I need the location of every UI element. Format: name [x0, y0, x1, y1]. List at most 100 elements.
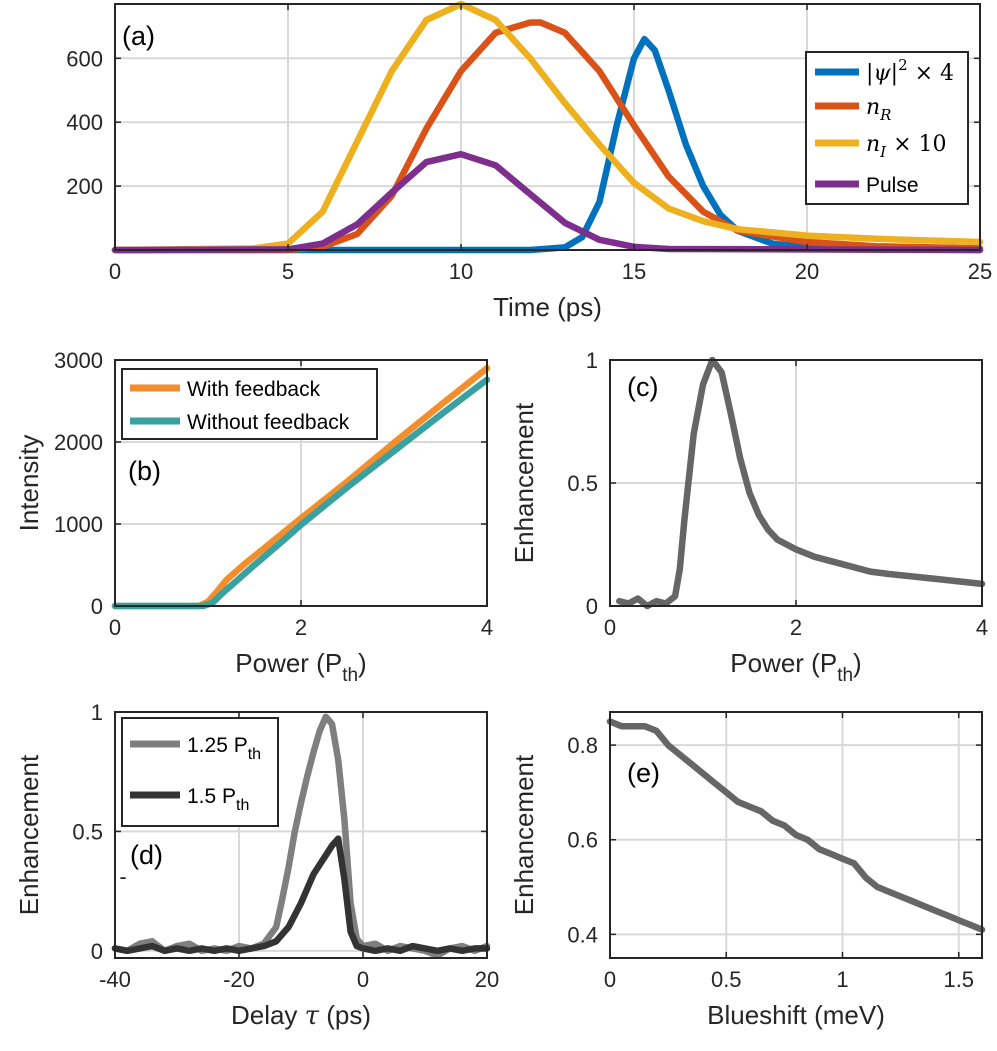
y-tick-label: 1 [586, 348, 598, 373]
x-axis-label-tail: (ps) [319, 1000, 371, 1030]
x-tick-label: 1.5 [943, 967, 974, 992]
series-line-0 [606, 718, 986, 933]
x-axis-label-sub: th [837, 665, 853, 686]
x-tick-label: 25 [968, 259, 992, 284]
legend-label-tail: × 10 [886, 132, 946, 157]
y-tick-label: 0.5 [567, 471, 598, 496]
panel-e: 0 0.5 1 1.5 0.4 0.6 0.8 Blueshift (meV) Enhancem… [509, 711, 986, 1030]
legend-label: 1.5 Pth [187, 785, 249, 814]
legend-label: 1.25 Pth [187, 734, 261, 763]
x-tick-label: 20 [475, 967, 499, 992]
legend-label: nR [866, 95, 891, 124]
legend-box [121, 717, 279, 827]
y-tick-label: 0 [91, 594, 103, 619]
axes-frame [114, 711, 488, 959]
panel-b: 0 2 4 0 1000 2000 3000 Power (Pth) Intensity (b) [14, 348, 493, 686]
panel-c: 0 2 4 0 0.5 1 Power (Pth) Enhancement (c) [509, 348, 988, 686]
y-axis-label: Enhancement [509, 754, 539, 915]
y-axis-label: Enhancement [14, 754, 44, 915]
x-tick-label: 0.5 [711, 967, 742, 992]
x-tick-label: 2 [790, 615, 802, 640]
x-axis-label-text: Power (P [235, 648, 342, 678]
legend-label-tail: × 4 [908, 61, 954, 86]
legend-label: Pulse [866, 174, 919, 197]
y-tick-label: 0.4 [567, 922, 598, 947]
legend-label-sub: R [879, 106, 891, 124]
y-axis-label: Enhancement [509, 402, 539, 563]
series-line-1 [111, 376, 491, 610]
x-tick-label: 0 [604, 967, 616, 992]
x-axis-label-text: Power (P [730, 648, 837, 678]
y-tick-label: 0 [91, 939, 103, 964]
legend-label: With feedback [187, 378, 321, 401]
x-axis-label: Power (Pth) [235, 648, 366, 686]
legend-label: Without feedback [187, 411, 350, 434]
x-tick-label: 20 [795, 259, 819, 284]
legend-label-sub: th [236, 797, 249, 814]
legend-label-main: n [866, 95, 880, 120]
y-tick-label: 400 [66, 110, 103, 135]
x-tick-label: -40 [99, 967, 131, 992]
x-tick-label: 10 [449, 259, 473, 284]
annotation: - [119, 864, 126, 889]
x-axis-label-sub: th [342, 665, 358, 686]
x-axis-label-text: Blueshift (meV) [707, 1000, 885, 1030]
panel-label: (c) [627, 372, 658, 402]
legend-label-main: 1.25 P [187, 734, 248, 757]
axes-frame [114, 3, 981, 251]
axes-frame [609, 711, 983, 959]
x-axis-label: Time (ps) [493, 292, 602, 322]
panel-label: (d) [130, 840, 163, 870]
y-tick-label: 0.8 [567, 733, 598, 758]
panel-label: (a) [122, 21, 155, 51]
y-tick-label: 2000 [54, 430, 103, 455]
x-axis-label-text: Delay [231, 1000, 305, 1030]
legend-label-main: |ψ| [866, 61, 898, 86]
y-tick-label: 3000 [54, 348, 103, 373]
legend-label: nI × 10 [866, 132, 947, 161]
x-axis-label: Blueshift (meV) [707, 1000, 885, 1030]
legend-b: With feedback Without feedback [121, 368, 378, 440]
y-tick-label: 600 [66, 46, 103, 71]
panel-a: 0 5 10 15 20 25 200 400 600 Time (ps) (a) [66, 0, 992, 322]
x-axis-label-text: Time (ps) [493, 292, 602, 322]
series-line-0 [616, 356, 986, 610]
legend-label-main: n [866, 132, 880, 157]
legend-label-sup: 2 [898, 56, 908, 74]
series-line-0 [111, 35, 984, 254]
panel-d: -40 -20 0 20 0 0.5 1 Delay τ (ps) Enhancement (d)… [14, 700, 499, 1031]
x-tick-label: 1 [836, 967, 848, 992]
x-tick-label: 4 [481, 615, 493, 640]
x-tick-label: 2 [295, 615, 307, 640]
x-tick-label: 15 [622, 259, 646, 284]
legend-label-sub: I [879, 143, 887, 161]
y-tick-label: 200 [66, 174, 103, 199]
x-axis-label: Power (Pth) [730, 648, 861, 686]
panel-label: (b) [128, 456, 161, 486]
series-line-1 [111, 835, 491, 955]
x-tick-label: -20 [223, 967, 255, 992]
legend-box [805, 51, 969, 205]
series-line-2 [111, 0, 984, 254]
legend-box [121, 368, 378, 440]
x-axis-label-math: τ [305, 1001, 320, 1031]
x-tick-label: 0 [109, 615, 121, 640]
x-tick-label: 0 [604, 615, 616, 640]
x-axis-label: Delay τ (ps) [231, 1000, 371, 1031]
legend-label: |ψ|2 × 4 [866, 56, 954, 86]
legend-label-sub: th [248, 746, 261, 763]
x-axis-label-tail: ) [853, 648, 862, 678]
y-tick-label: 0 [586, 594, 598, 619]
y-tick-label: 1000 [54, 512, 103, 537]
x-tick-label: 5 [282, 259, 294, 284]
series-line-3 [111, 150, 984, 254]
x-tick-label: 0 [109, 259, 121, 284]
y-axis-label: Intensity [14, 435, 44, 532]
panel-label: (e) [627, 758, 660, 788]
x-axis-label-tail: ) [358, 648, 367, 678]
x-tick-label: 4 [976, 615, 988, 640]
x-tick-label: 0 [357, 967, 369, 992]
